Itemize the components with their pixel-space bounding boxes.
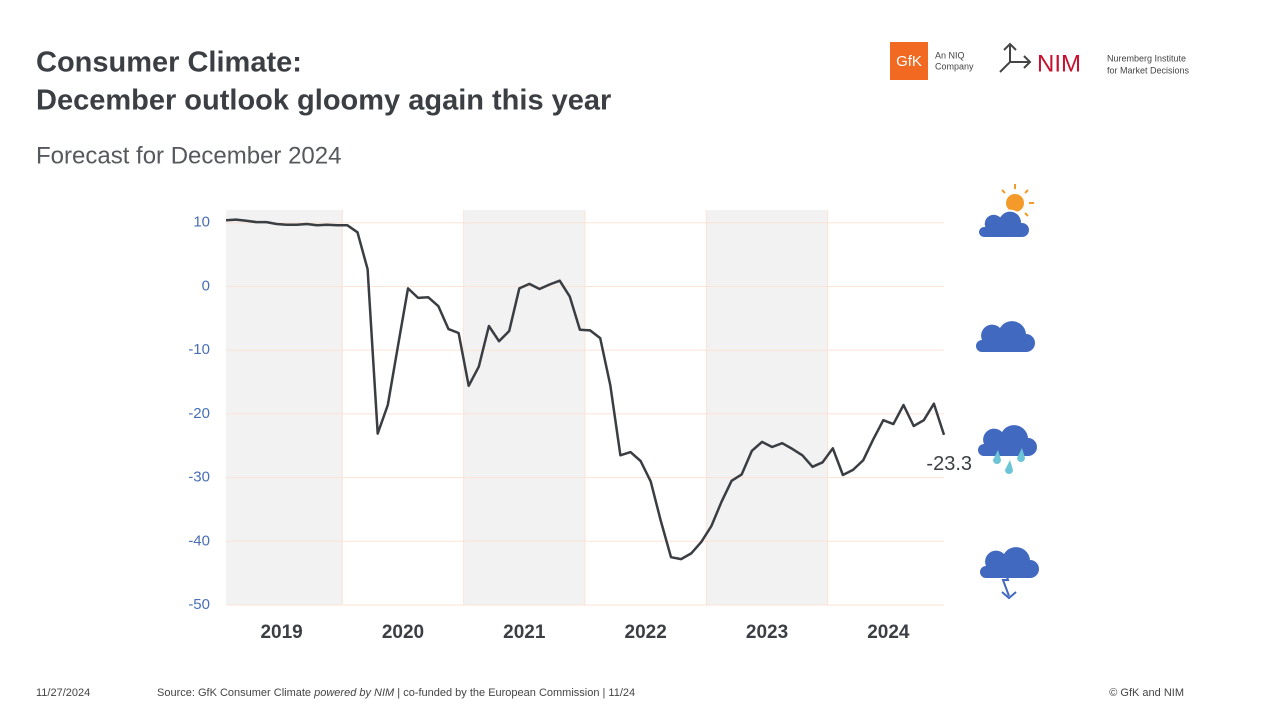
- y-tick-label: -20: [188, 405, 210, 422]
- nim-icon: [999, 42, 1032, 73]
- logo-text: An NIQ: [935, 50, 965, 60]
- title: December outlook gloomy again this year: [36, 85, 611, 117]
- year-band: [706, 210, 828, 605]
- y-tick-label: 0: [202, 277, 210, 294]
- gfk-logo: [890, 42, 928, 80]
- y-tick-label: -30: [188, 469, 210, 486]
- x-tick-label: 2023: [746, 622, 788, 643]
- x-tick-label: 2022: [625, 622, 667, 643]
- series-line: [225, 218, 946, 561]
- y-tick-label: -50: [188, 596, 210, 613]
- y-tick-label: 10: [193, 214, 210, 231]
- footer-copyright: © GfK and NIM: [1109, 687, 1184, 699]
- value-label: -23.3: [926, 453, 972, 475]
- x-tick-label: 2020: [382, 622, 424, 643]
- gfk-logo-text: GfK: [896, 53, 922, 70]
- x-tick-label: 2019: [260, 622, 302, 643]
- logo-text: Nuremberg Institute: [1107, 53, 1186, 63]
- y-tick-label: -40: [188, 532, 210, 549]
- x-tick-label: 2021: [503, 622, 546, 643]
- year-band: [226, 210, 343, 605]
- year-band: [463, 210, 585, 605]
- weather-icons: [976, 184, 1039, 600]
- nim-logo-text: NIM: [1037, 50, 1081, 77]
- y-tick-label: -10: [188, 341, 210, 358]
- footer-date: 11/27/2024: [36, 687, 90, 699]
- subtitle: Forecast for December 2024: [36, 142, 341, 169]
- title: Consumer Climate:: [36, 47, 302, 79]
- logo-text: for Market Decisions: [1107, 65, 1190, 75]
- logo-text: Company: [935, 61, 974, 71]
- footer-source: Source: GfK Consumer Climate powered by …: [157, 687, 635, 699]
- x-tick-label: 2024: [867, 622, 910, 643]
- year-shading: [226, 210, 829, 605]
